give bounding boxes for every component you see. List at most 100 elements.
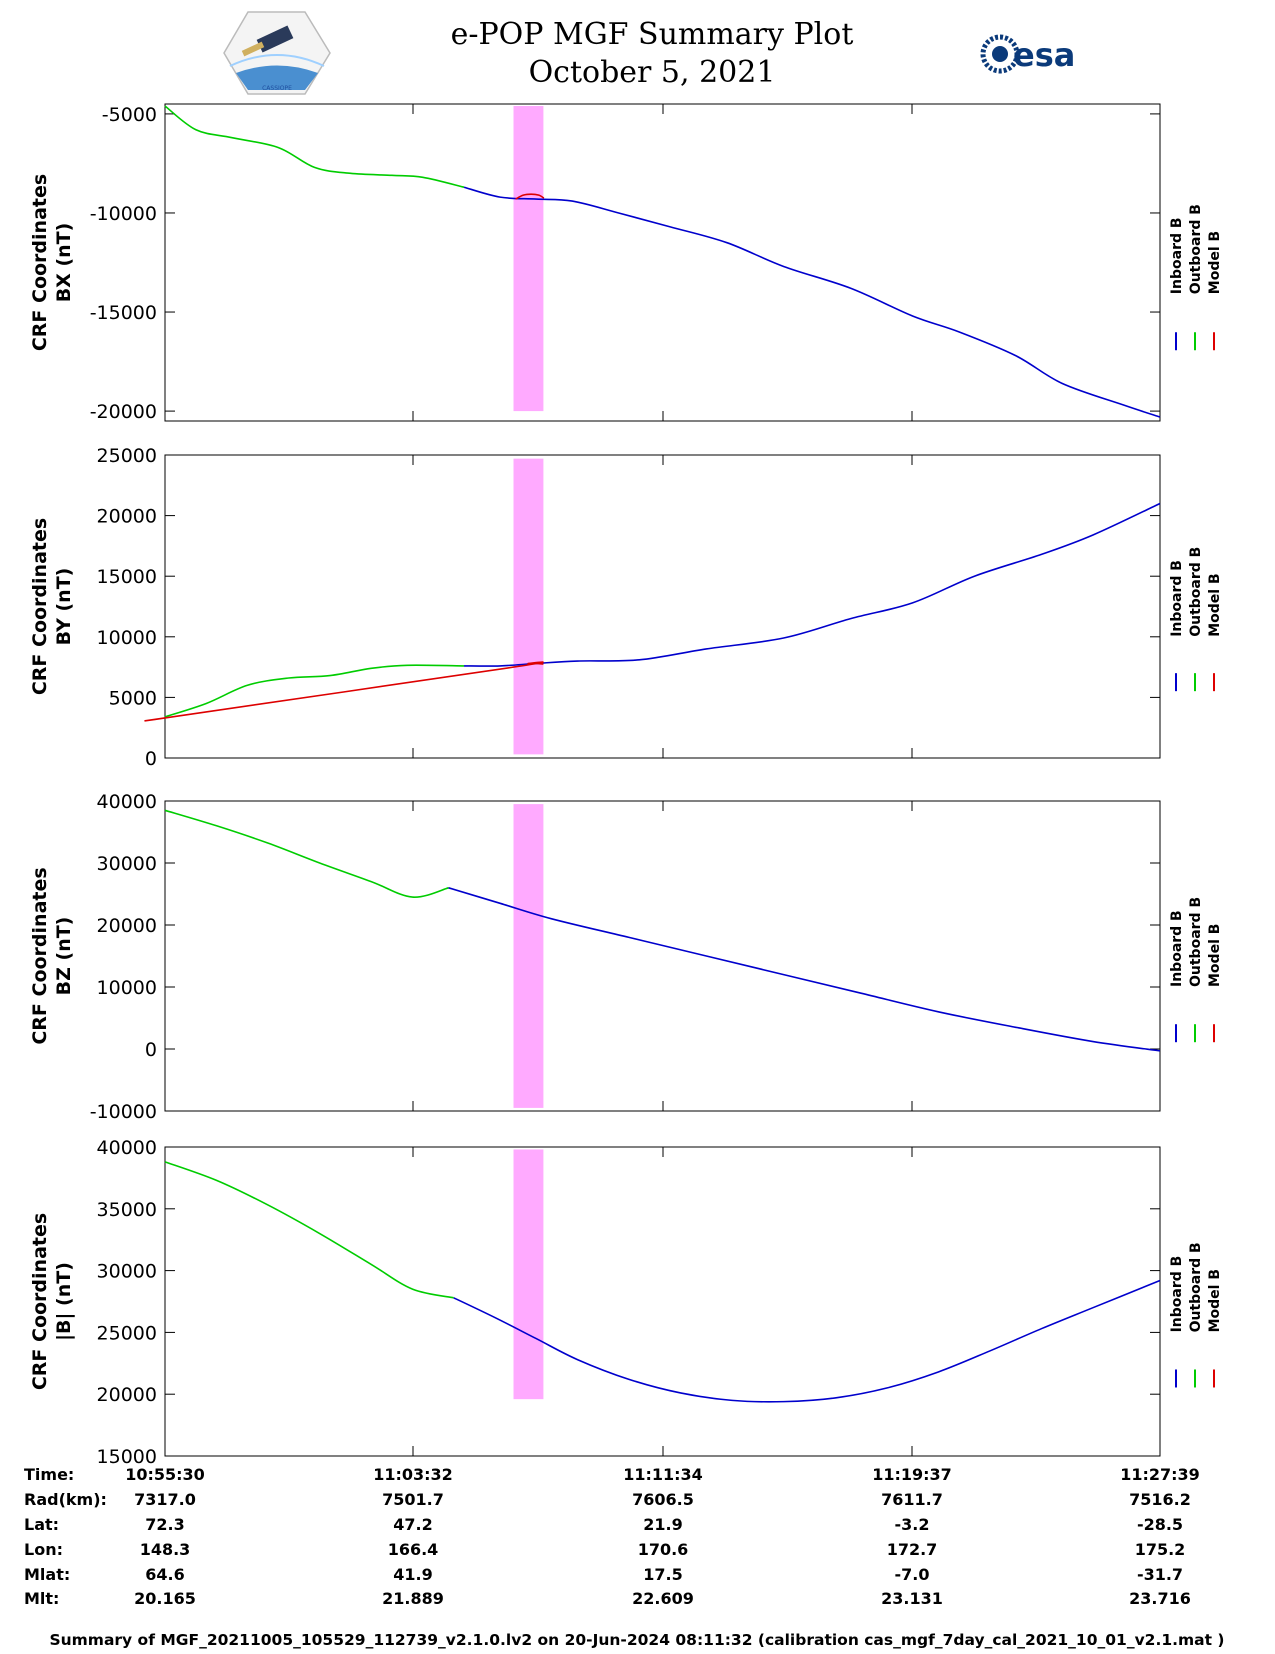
- legend-label: Model B: [1207, 1269, 1223, 1332]
- y-axis-label-line2: BY (nT): [53, 568, 75, 646]
- y-tick-label: 35000: [97, 1199, 157, 1221]
- legend-label: Inboard B: [1169, 217, 1185, 294]
- y-axis-label-line2: BX (nT): [53, 223, 75, 303]
- y-tick-label: 10000: [97, 977, 157, 999]
- ephemeris-cell: 21.9: [643, 1515, 682, 1534]
- cassiope-logo: CASSIOPE: [223, 11, 331, 95]
- ephemeris-cell: 166.4: [388, 1540, 439, 1559]
- y-tick-label: 40000: [97, 791, 157, 813]
- legend-label: Outboard B: [1188, 897, 1204, 987]
- y-tick-label: -20000: [90, 401, 157, 423]
- series-line-outboard-b: [164, 664, 465, 718]
- plot-frame: [164, 1146, 1161, 1457]
- plot-date: October 5, 2021: [529, 55, 776, 90]
- y-tick-label: 25000: [97, 445, 157, 467]
- y-tick-label: 30000: [97, 1261, 157, 1283]
- y-axis-label-line1: CRF Coordinates: [29, 518, 51, 695]
- esa-logo-text: esa: [1013, 36, 1075, 74]
- ephemeris-cell: 47.2: [393, 1515, 432, 1534]
- legend: Inboard B Outboard B Model B: [1169, 1242, 1223, 1388]
- ephemeris-cell: 17.5: [643, 1565, 682, 1584]
- legend-label: Inboard B: [1169, 560, 1185, 637]
- highlight-band: [513, 804, 544, 1108]
- chart-panel-3: 40000 30000 20000 10000 0 -10000 CRF Coordinat…: [29, 791, 1223, 1123]
- y-axis-label-line1: CRF Coordinates: [29, 1213, 51, 1390]
- y-axis-label: CRF Coordinates BX (nT): [29, 174, 75, 351]
- y-tick-label: 30000: [97, 853, 157, 875]
- y-tick-label: 15000: [97, 566, 157, 588]
- ephemeris-cell: 7516.2: [1129, 1490, 1191, 1509]
- series-line-model-b: [144, 661, 544, 722]
- ephemeris-cell: 172.7: [887, 1540, 938, 1559]
- ephemeris-cell: 11:11:34: [623, 1465, 703, 1484]
- ephemeris-cell: 7611.7: [881, 1490, 943, 1509]
- series-line-outboard-b: [164, 105, 465, 188]
- y-axis-label: CRF Coordinates BY (nT): [29, 518, 75, 695]
- chart-panel-2: 25000 20000 15000 10000 5000 0 CRF Coordinates…: [29, 445, 1223, 770]
- ephemeris-cell: 72.3: [145, 1515, 184, 1534]
- y-tick-label: 0: [145, 1039, 157, 1061]
- y-tick-label: 15000: [97, 1446, 157, 1468]
- ephemeris-cell: 170.6: [638, 1540, 689, 1559]
- plot-title: e-POP MGF Summary Plot: [451, 17, 854, 52]
- series-line-model-b: [515, 193, 545, 200]
- y-axis-label-line1: CRF Coordinates: [29, 867, 51, 1044]
- y-tick-label: 40000: [97, 1137, 157, 1159]
- legend: Inboard B Outboard B Model B: [1169, 547, 1223, 692]
- ephemeris-cell: 23.131: [881, 1589, 943, 1608]
- plot-frame: [164, 800, 1161, 1112]
- plot-frame: [164, 454, 1161, 759]
- ephemeris-cell: 7317.0: [134, 1490, 196, 1509]
- y-axis-label-line2: |B| (nT): [53, 1262, 75, 1341]
- ephemeris-row-label: Mlat:: [24, 1565, 70, 1584]
- ephemeris-cell: -31.7: [1137, 1565, 1183, 1584]
- series-line-inboard-b: [448, 887, 1161, 1052]
- y-tick-label: -10000: [90, 1101, 157, 1123]
- y-tick-label: -10000: [90, 203, 157, 225]
- ephemeris-cell: 7501.7: [382, 1490, 444, 1509]
- y-tick-label: 25000: [97, 1322, 157, 1344]
- ephemeris-cell: 11:19:37: [872, 1465, 952, 1484]
- ephemeris-cell: 20.165: [134, 1589, 196, 1608]
- legend-label: Model B: [1207, 924, 1223, 987]
- y-tick-label: -15000: [90, 302, 157, 324]
- ephemeris-cell: 11:03:32: [373, 1465, 453, 1484]
- legend-label: Outboard B: [1188, 204, 1204, 294]
- y-tick-label: -5000: [102, 104, 157, 126]
- legend-label: Inboard B: [1169, 910, 1185, 987]
- y-tick-label: 5000: [109, 687, 157, 709]
- footer-text: Summary of MGF_20211005_105529_112739_v2…: [49, 1631, 1224, 1649]
- ephemeris-cell: 22.609: [632, 1589, 694, 1608]
- ephemeris-cell: 23.716: [1129, 1589, 1191, 1608]
- y-tick-label: 20000: [97, 1384, 157, 1406]
- ephemeris-cell: 7606.5: [632, 1490, 694, 1509]
- chart-panel-1: -5000 -10000 -15000 -20000 CRF Coordinates BX…: [29, 103, 1223, 423]
- ephemeris-row-label: Lon:: [24, 1540, 63, 1559]
- legend-label: Inboard B: [1169, 1256, 1185, 1333]
- highlight-band: [513, 105, 544, 412]
- y-tick-label: 20000: [97, 506, 157, 528]
- legend-label: Model B: [1207, 573, 1223, 636]
- ephemeris-cell: 21.889: [382, 1589, 444, 1608]
- series-line-inboard-b: [463, 186, 1161, 418]
- ephemeris-cell: 41.9: [393, 1565, 432, 1584]
- plot-frame: [164, 103, 1161, 422]
- cassiope-logo-text: CASSIOPE: [262, 85, 292, 92]
- legend: Inboard B Outboard B Model B: [1169, 204, 1223, 351]
- legend-label: Outboard B: [1188, 1242, 1204, 1332]
- esa-logo: esa: [980, 34, 1075, 74]
- highlight-band: [513, 1149, 544, 1400]
- ephemeris-table: Time: Rad(km): Lat: Lon: Mlat: Mlt: 10:55:30 73…: [24, 1465, 1200, 1608]
- legend-label: Model B: [1207, 231, 1223, 294]
- ephemeris-cell: -7.0: [895, 1565, 930, 1584]
- legend: Inboard B Outboard B Model B: [1169, 897, 1223, 1043]
- y-axis-label-line2: BZ (nT): [53, 917, 75, 996]
- ephemeris-row-label: Rad(km):: [24, 1490, 107, 1509]
- y-tick-label: 20000: [97, 915, 157, 937]
- series-line-outboard-b: [164, 1161, 454, 1299]
- ephemeris-cell: 64.6: [145, 1565, 184, 1584]
- ephemeris-cell: -28.5: [1137, 1515, 1183, 1534]
